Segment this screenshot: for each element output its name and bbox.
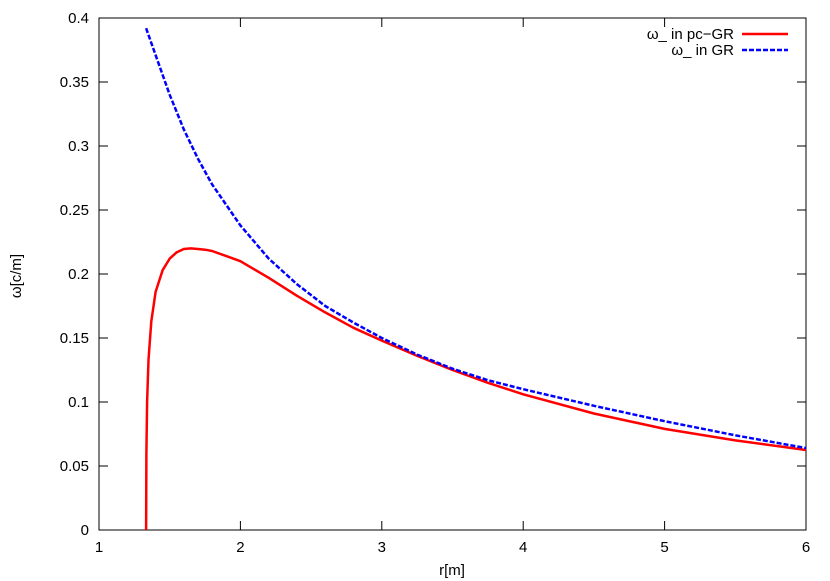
- y-tick-label: 0.3: [68, 138, 89, 155]
- y-tick-label: 0.25: [60, 202, 89, 219]
- x-tick-label: 6: [802, 539, 810, 556]
- y-tick-label: 0.2: [68, 266, 89, 283]
- series-layer: [144, 27, 807, 531]
- y-tick-label: 0.4: [68, 10, 89, 27]
- axis-ticks: 1 2 3 4 5 6 0 0.05 0.1 0.15 0.2 0.25 0.3 0.35 0.4: [60, 10, 810, 556]
- legend-label-gr: ω_ in GR: [671, 42, 734, 59]
- x-tick-label: 2: [236, 539, 244, 556]
- x-tick-label: 4: [519, 539, 527, 556]
- y-tick-label: 0: [81, 522, 89, 539]
- y-tick-label: 0.15: [60, 330, 89, 347]
- x-tick-label: 3: [378, 539, 386, 556]
- y-tick-label: 0.1: [68, 394, 89, 411]
- legend-label-pc-gr: ω_ in pc−GR: [647, 26, 734, 43]
- x-axis-label: r[m]: [439, 562, 465, 579]
- plot-frame: [98, 17, 807, 531]
- y-tick-label: 0.35: [60, 74, 89, 91]
- x-tick-label: 5: [660, 539, 668, 556]
- y-axis-label: ω[c/m]: [8, 254, 25, 298]
- series-line-pc-gr: [144, 247, 807, 531]
- series-line-gr: [144, 27, 807, 450]
- legend: ω_ in pc−GR ω_ in GR: [647, 26, 788, 59]
- y-tick-label: 0.05: [60, 458, 89, 475]
- x-tick-label: 1: [95, 539, 103, 556]
